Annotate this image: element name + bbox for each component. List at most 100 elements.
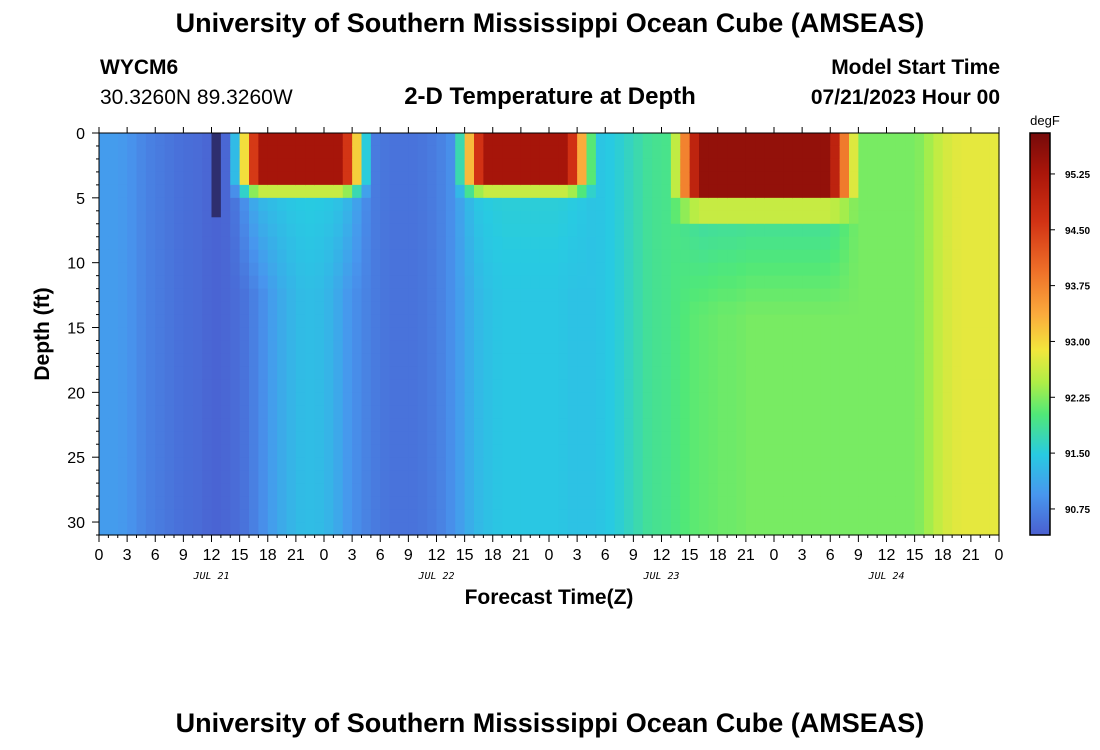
heatmap-cell — [474, 392, 484, 406]
heatmap-cell — [586, 366, 597, 380]
heatmap-cell — [595, 483, 606, 497]
date-label: JUL 24 — [867, 571, 904, 582]
heatmap-cell — [427, 145, 438, 160]
heatmap-cell — [342, 366, 353, 380]
heatmap-cell — [867, 133, 878, 147]
heatmap-cell — [989, 470, 1000, 484]
heatmap-cell — [258, 379, 269, 393]
heatmap-cell — [661, 210, 672, 225]
heatmap-cell — [905, 262, 916, 277]
heatmap-cell — [961, 223, 972, 238]
heatmap-cell — [530, 379, 541, 393]
heatmap-cell — [464, 236, 475, 251]
heatmap-cell — [192, 496, 203, 510]
heatmap-cell — [520, 353, 531, 368]
heatmap-cell — [192, 405, 203, 419]
heatmap-cell — [145, 327, 156, 342]
heatmap-cell — [970, 262, 981, 277]
heatmap-cell — [689, 405, 700, 419]
heatmap-cell — [933, 353, 944, 368]
heatmap-cell — [277, 366, 288, 380]
heatmap-cell — [295, 483, 306, 497]
heatmap-cell — [952, 158, 963, 173]
heatmap-cell — [736, 522, 747, 536]
heatmap-cell — [389, 470, 400, 484]
heatmap-cell — [708, 418, 719, 432]
heatmap-cell — [736, 171, 747, 186]
heatmap-cell — [783, 288, 794, 303]
heatmap-cell — [370, 470, 381, 484]
heatmap-cell — [652, 223, 663, 238]
heatmap-cell — [164, 145, 175, 160]
heatmap-cell — [389, 301, 400, 316]
heatmap-cell — [492, 496, 503, 510]
heatmap-cell — [717, 392, 728, 406]
heatmap-cell — [820, 353, 831, 368]
heatmap-cell — [774, 392, 784, 406]
heatmap-cell — [127, 366, 138, 380]
heatmap-cell — [755, 184, 766, 199]
heatmap-cell — [924, 379, 934, 393]
x-tick-label: 9 — [629, 547, 638, 564]
heatmap-cell — [492, 236, 503, 251]
heatmap-cell — [258, 275, 269, 290]
heatmap-cell — [736, 210, 747, 225]
heatmap-cell — [249, 158, 259, 173]
heatmap-cell — [399, 262, 409, 277]
x-tick-label: 12 — [428, 547, 446, 564]
heatmap-cell — [567, 275, 578, 290]
heatmap-cell — [558, 288, 569, 303]
heatmap-cell — [239, 418, 250, 432]
heatmap-cell — [502, 457, 513, 471]
heatmap-cell — [727, 197, 738, 212]
heatmap-cell — [305, 327, 316, 342]
heatmap-cell — [436, 366, 447, 380]
heatmap-cell — [502, 301, 513, 316]
heatmap-cell — [408, 249, 419, 264]
heatmap-cell — [624, 288, 634, 303]
colorbar — [1029, 132, 1051, 536]
heatmap-cell — [277, 353, 288, 368]
heatmap-cell — [577, 483, 588, 497]
heatmap-cell — [924, 171, 934, 186]
heatmap-cell — [436, 262, 447, 277]
heatmap-cell — [905, 379, 916, 393]
heatmap-cell — [989, 522, 1000, 536]
heatmap-cell — [680, 353, 691, 368]
heatmap-cell — [952, 223, 963, 238]
heatmap-cell — [399, 145, 409, 160]
heatmap-cell — [127, 184, 138, 199]
heatmap-cell — [839, 314, 850, 329]
heatmap-cell — [886, 522, 897, 536]
heatmap-cell — [736, 366, 747, 380]
heatmap-cell — [867, 483, 878, 497]
heatmap-cell — [895, 457, 906, 471]
heatmap-cell — [595, 171, 606, 186]
heatmap-cell — [614, 522, 625, 536]
heatmap-cell — [924, 210, 934, 225]
heatmap-cell — [239, 314, 250, 329]
heatmap-cell — [202, 171, 213, 186]
heatmap-cell — [389, 431, 400, 445]
heatmap-cell — [408, 392, 419, 406]
heatmap-cell — [877, 158, 888, 173]
heatmap-cell — [286, 353, 297, 368]
heatmap-cell — [595, 184, 606, 199]
heatmap-cell — [305, 210, 316, 225]
heatmap-cell — [577, 171, 588, 186]
heatmap-cell — [595, 288, 606, 303]
heatmap-cell — [755, 223, 766, 238]
heatmap-cell — [652, 314, 663, 329]
heatmap-cell — [361, 457, 372, 471]
heatmap-cell — [474, 262, 484, 277]
heatmap-cell — [117, 444, 128, 458]
heatmap-cell — [802, 431, 813, 445]
heatmap-cell — [145, 262, 156, 277]
heatmap-cell — [314, 197, 325, 212]
heatmap-cell — [333, 340, 344, 355]
heatmap-cell — [877, 236, 888, 251]
heatmap-cell — [267, 145, 278, 160]
heatmap-cell — [839, 171, 850, 186]
heatmap-cell — [127, 133, 138, 147]
heatmap-cell — [295, 340, 306, 355]
